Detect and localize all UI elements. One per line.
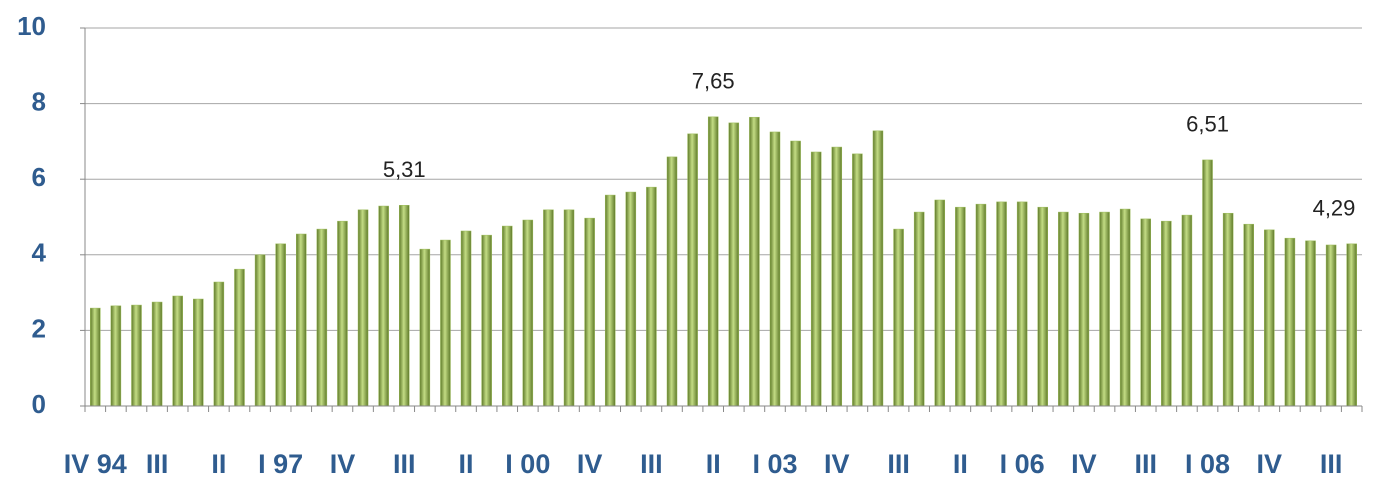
x-tick-label: IV <box>330 449 356 479</box>
bar <box>151 301 163 407</box>
bar <box>975 203 987 407</box>
bar <box>419 248 431 407</box>
bar <box>687 133 698 407</box>
bar <box>790 140 801 407</box>
bar <box>893 228 904 407</box>
bar <box>316 228 328 407</box>
bar <box>172 295 183 407</box>
bar <box>337 220 348 407</box>
bar <box>399 205 410 407</box>
bar <box>1161 220 1172 407</box>
x-tick-label: III <box>1320 449 1343 479</box>
bar <box>563 209 575 407</box>
bar <box>666 156 678 407</box>
bar <box>996 201 1007 407</box>
bar <box>604 194 616 407</box>
bar <box>131 304 142 407</box>
bar <box>296 233 307 407</box>
bar <box>913 211 925 407</box>
bar <box>1140 218 1151 407</box>
data-label: 5,31 <box>383 157 426 182</box>
bar <box>955 206 966 407</box>
x-tick-label: III <box>640 449 663 479</box>
x-tick-label: IV <box>824 449 850 479</box>
bar <box>357 209 369 407</box>
x-tick-label: I 97 <box>258 449 303 479</box>
bar <box>213 281 225 407</box>
bar <box>1037 206 1048 407</box>
bar <box>1346 243 1357 407</box>
bar <box>707 116 719 407</box>
x-tick-label: III <box>393 449 416 479</box>
bar <box>728 122 740 407</box>
x-tick-label: IV <box>577 449 603 479</box>
bar <box>1264 229 1275 407</box>
bar <box>378 205 389 407</box>
x-tick-label: I 08 <box>1185 449 1230 479</box>
x-tick-label: I 00 <box>505 449 550 479</box>
x-tick-label: II <box>953 449 968 479</box>
bar <box>1325 244 1337 407</box>
bar <box>852 153 863 407</box>
x-tick-label: I 03 <box>752 449 797 479</box>
bar <box>769 131 781 407</box>
bar <box>872 130 884 407</box>
bar <box>90 307 101 407</box>
data-label: 7,65 <box>692 69 735 94</box>
y-tick-label: 6 <box>32 162 46 192</box>
bar <box>1202 159 1213 407</box>
bar <box>646 186 657 407</box>
y-tick-label: 8 <box>32 86 46 116</box>
x-tick-label: III <box>887 449 910 479</box>
bar <box>810 151 822 407</box>
x-tick-label: III <box>1134 449 1157 479</box>
bar <box>1119 208 1131 407</box>
bar <box>234 268 245 407</box>
bar <box>275 243 286 407</box>
bar <box>481 234 492 407</box>
bar <box>440 239 451 407</box>
x-tick-label: IV <box>1257 449 1283 479</box>
bar <box>625 191 637 407</box>
bar <box>1078 212 1090 407</box>
bar <box>501 225 513 407</box>
bar <box>1099 211 1110 407</box>
bar <box>543 209 554 407</box>
y-tick-label: 0 <box>32 389 46 419</box>
data-label: 6,51 <box>1186 112 1229 137</box>
y-tick-label: 10 <box>17 11 46 41</box>
bar <box>1058 211 1069 407</box>
bar <box>193 298 204 407</box>
y-tick-label: 2 <box>32 313 46 343</box>
x-tick-label: II <box>211 449 226 479</box>
bar <box>831 146 843 407</box>
bar <box>1222 212 1234 407</box>
bar <box>1284 237 1296 407</box>
bar <box>1181 214 1193 407</box>
bar <box>460 230 472 407</box>
y-tick-label: 4 <box>32 238 47 268</box>
bar <box>522 219 534 407</box>
bar <box>254 254 266 407</box>
bar <box>1016 201 1028 407</box>
x-tick-label: II <box>459 449 474 479</box>
bar <box>584 217 595 407</box>
bar <box>934 199 946 407</box>
data-label: 4,29 <box>1313 196 1356 221</box>
x-tick-label: III <box>146 449 169 479</box>
bar <box>110 305 122 407</box>
bar <box>1243 223 1254 407</box>
x-tick-label: II <box>706 449 721 479</box>
bar <box>1305 240 1316 407</box>
x-tick-label: I 06 <box>1000 449 1045 479</box>
x-tick-label: IV 94 <box>64 449 127 479</box>
bar <box>749 116 760 407</box>
x-tick-label: IV <box>1071 449 1097 479</box>
